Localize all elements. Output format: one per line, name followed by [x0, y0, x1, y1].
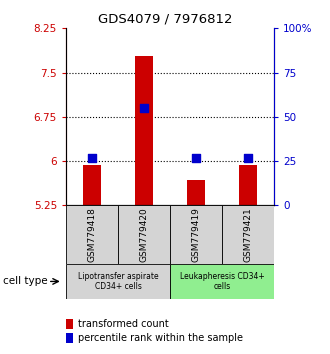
Text: Lipotransfer aspirate
CD34+ cells: Lipotransfer aspirate CD34+ cells — [78, 272, 158, 291]
Bar — [118, 205, 170, 264]
Bar — [222, 205, 274, 264]
Point — [245, 155, 250, 160]
Text: GSM779421: GSM779421 — [244, 207, 252, 262]
Bar — [66, 319, 73, 329]
Text: GSM779419: GSM779419 — [191, 207, 200, 262]
Bar — [66, 205, 118, 264]
Bar — [66, 264, 170, 299]
Bar — [83, 165, 101, 205]
Bar — [187, 180, 205, 205]
Text: cell type: cell type — [3, 276, 48, 286]
Point — [89, 155, 95, 160]
Bar — [239, 165, 257, 205]
Text: GSM779418: GSM779418 — [87, 207, 96, 262]
Bar — [170, 264, 274, 299]
Text: Leukapheresis CD34+
cells: Leukapheresis CD34+ cells — [180, 272, 264, 291]
Point — [141, 105, 147, 111]
Text: GDS4079 / 7976812: GDS4079 / 7976812 — [98, 12, 232, 25]
Text: transformed count: transformed count — [78, 319, 168, 329]
Bar — [135, 56, 153, 205]
Bar — [66, 333, 73, 343]
Bar — [170, 205, 222, 264]
Point — [193, 155, 199, 160]
Text: percentile rank within the sample: percentile rank within the sample — [78, 333, 243, 343]
Text: GSM779420: GSM779420 — [140, 207, 148, 262]
